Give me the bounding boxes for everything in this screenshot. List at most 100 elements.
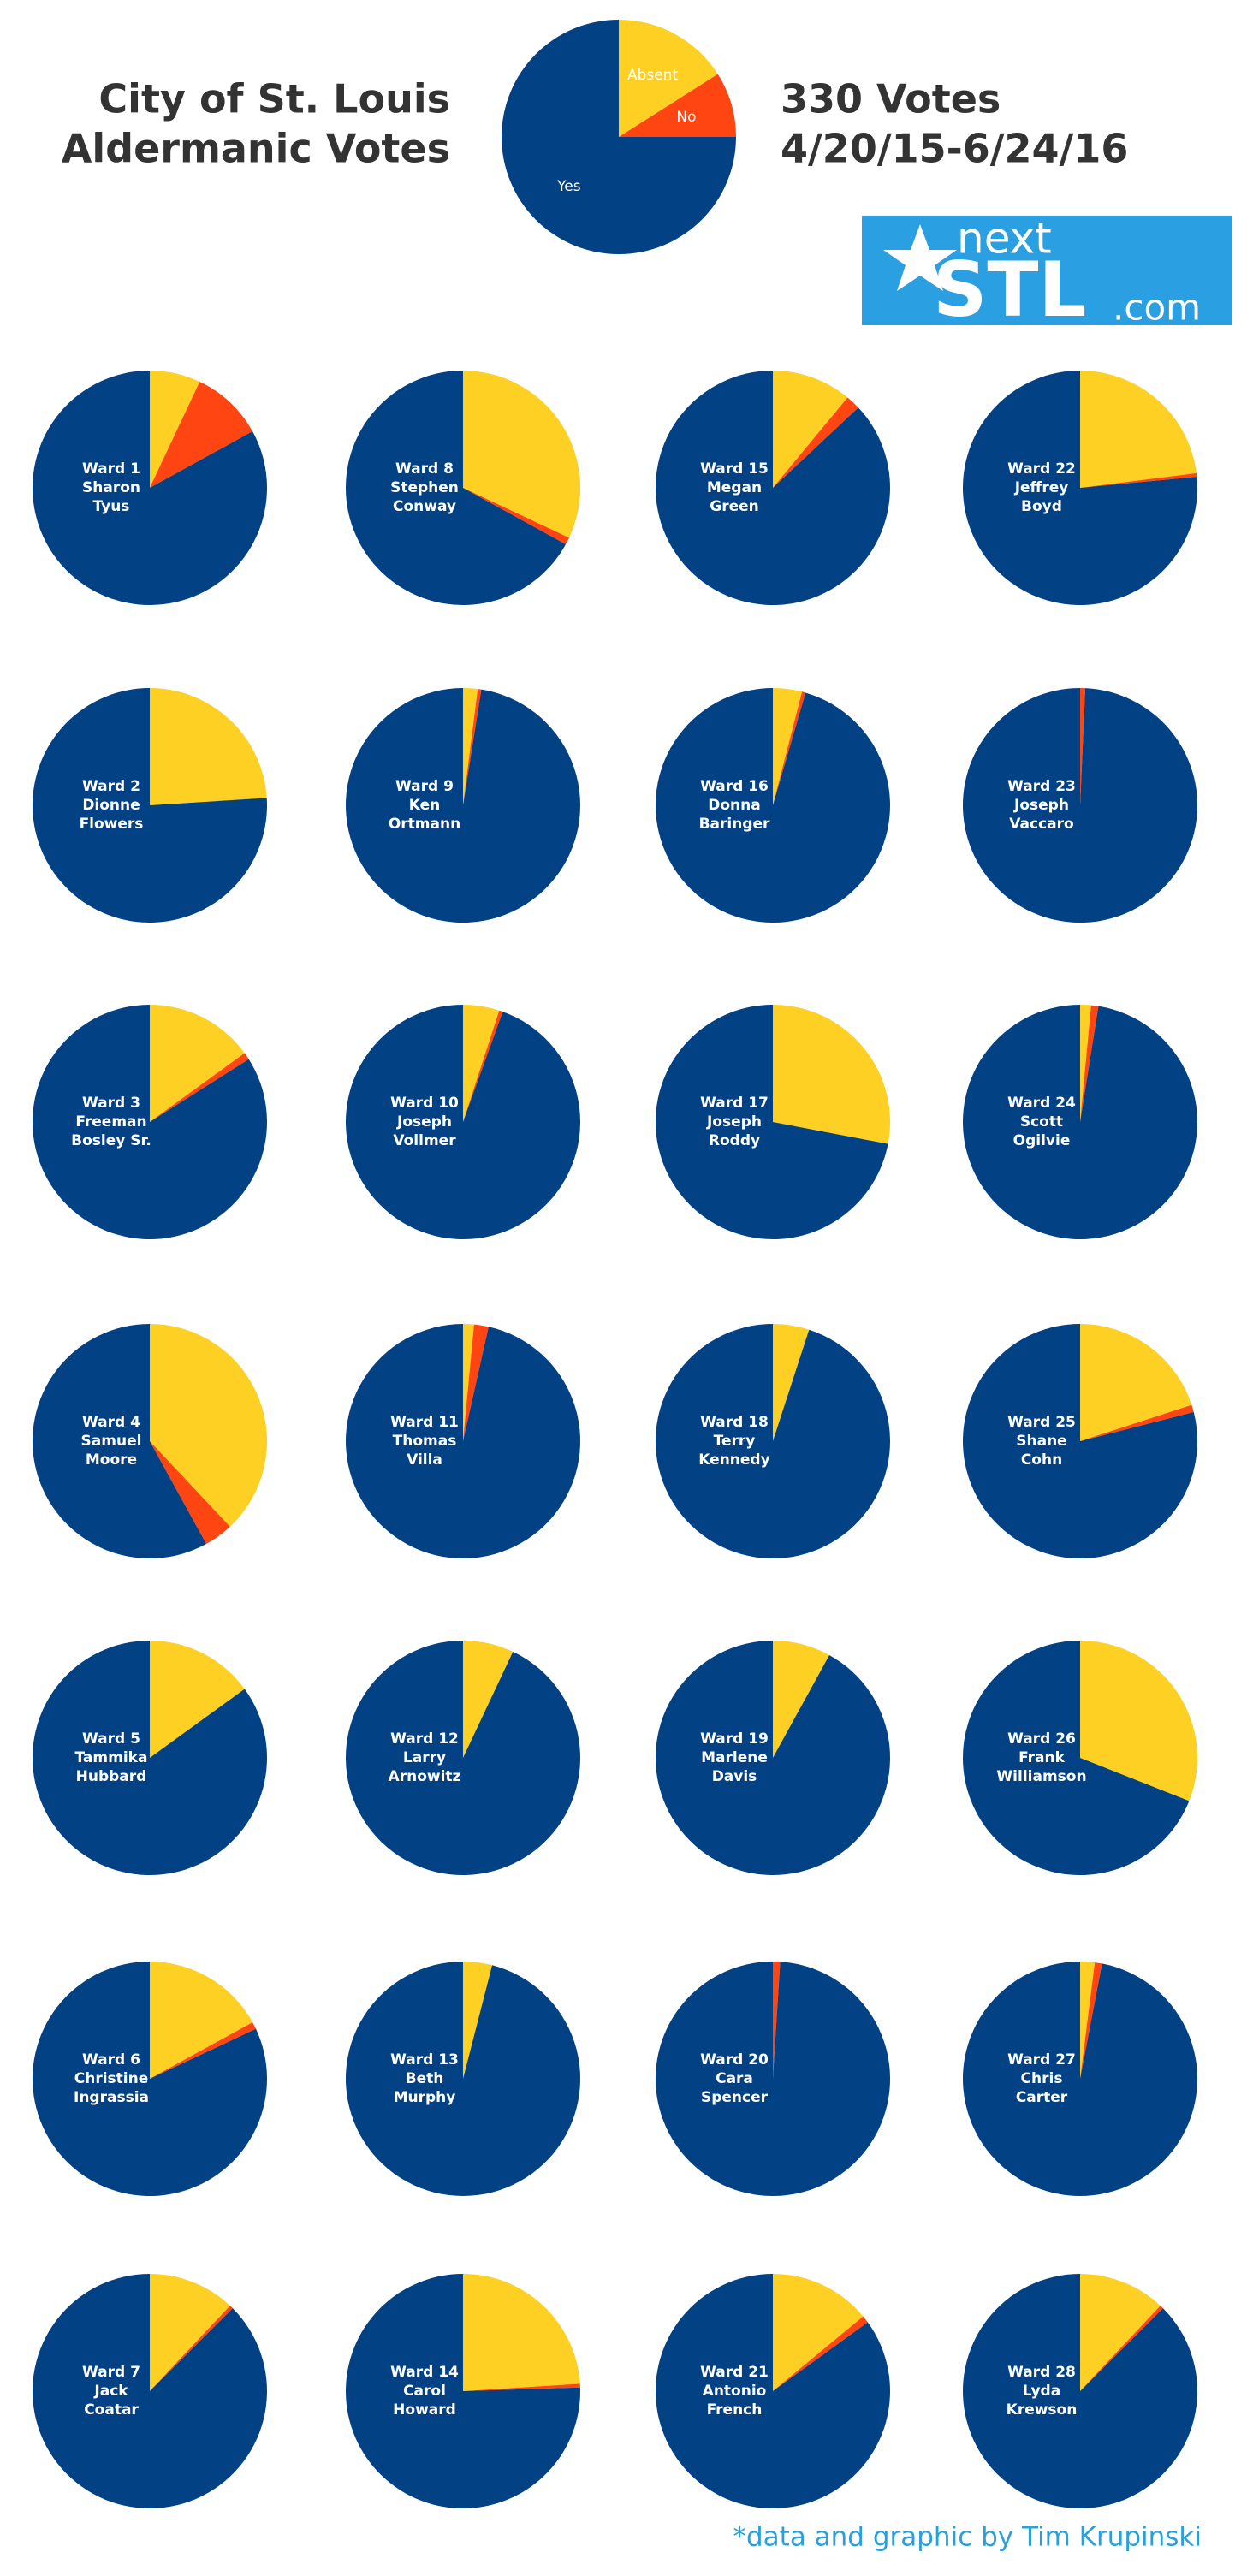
pie-slice	[656, 1005, 888, 1239]
pie-slice	[1080, 472, 1197, 488]
pie-slice	[346, 2274, 580, 2508]
ward-label: Boyd	[1021, 498, 1062, 515]
pie-slice	[463, 1324, 489, 1441]
pie-slice	[1080, 1404, 1194, 1441]
ward-label: Chris	[1021, 2070, 1063, 2087]
pie-slice	[463, 1323, 474, 1441]
pie-slice	[1080, 1005, 1091, 1122]
ward-label: Ward 3	[82, 1095, 140, 1112]
ward-label: Freeman	[75, 1113, 146, 1131]
logo-star	[883, 224, 957, 291]
pie-slice	[962, 1962, 1197, 2196]
ward-label: Ward 4	[82, 1414, 140, 1431]
pie-slice	[463, 488, 569, 545]
ward-label: Williamson	[996, 1768, 1086, 1785]
logo: next STL .com	[862, 214, 1232, 334]
pie-slice	[463, 2383, 580, 2391]
pie-slice	[463, 1641, 514, 1758]
pie-slice	[33, 1641, 268, 1876]
pie-slice	[773, 1323, 810, 1441]
pie-slice	[963, 2274, 1198, 2508]
ward-label: Terry	[714, 1433, 756, 1450]
ward-label: Roddy	[709, 1132, 760, 1149]
pie-slice	[463, 371, 580, 538]
pie-slice	[32, 688, 268, 923]
ward-label: Ken	[409, 797, 441, 814]
ward-label: Cara	[716, 2070, 753, 2087]
ward-label: Ward 21	[700, 2364, 769, 2381]
ward-label: Beth	[406, 2070, 444, 2087]
ward-label: Ward 18	[700, 1414, 769, 1431]
ward-label: Antonio	[703, 2383, 767, 2400]
pie-slice	[1080, 2306, 1163, 2391]
ward-label: Murphy	[394, 2089, 456, 2106]
pie-slice	[656, 688, 891, 923]
ward-label: Ward 15	[700, 460, 769, 478]
pie-slice	[619, 74, 736, 137]
ward-label: Ward 11	[390, 1414, 459, 1431]
slice-label: Yes	[556, 178, 581, 195]
slice-label: Absent	[627, 67, 679, 84]
pie-slice	[1080, 1641, 1197, 1801]
ward-label: Moore	[86, 1451, 137, 1469]
ward-label: Samuel	[81, 1433, 142, 1450]
pie-slice	[463, 1005, 500, 1122]
ward-label: Ward 6	[82, 2051, 140, 2069]
pie-slice	[655, 1641, 890, 1875]
pie-slice	[1080, 371, 1197, 488]
ward-label: Frank	[1018, 1749, 1065, 1766]
ward-label: Hubbard	[76, 1768, 147, 1785]
ward-label: Howard	[393, 2401, 456, 2419]
pie-slice	[963, 1641, 1190, 1875]
ward-label: Sharon	[82, 479, 140, 496]
ward-label: Ward 24	[1007, 1095, 1076, 1112]
ward-label: Villa	[407, 1451, 442, 1469]
pie-slice	[773, 2316, 868, 2391]
title: Aldermanic Votes	[62, 126, 450, 172]
logo-text: STL	[933, 246, 1086, 334]
pie-slice	[150, 2021, 256, 2079]
ward-label: Vaccaro	[1009, 816, 1073, 833]
ward-label: Ingrassia	[74, 2089, 149, 2106]
credit: *data and graphic by Tim Krupinski	[733, 2522, 1202, 2553]
vote-count: 330 Votes	[781, 76, 1001, 122]
pie-slice	[463, 688, 478, 805]
pie-slice	[1080, 1324, 1192, 1441]
ward-label: Ward 7	[82, 2364, 140, 2381]
ward-label: Spencer	[701, 2089, 769, 2106]
ward-label: Jack	[93, 2383, 128, 2400]
ward-label: Vollmer	[393, 1132, 456, 1149]
pie-slice	[32, 1324, 207, 1558]
ward-label: Ward 14	[390, 2364, 459, 2381]
ward-label: Lyda	[1023, 2383, 1060, 2400]
pie-slice	[32, 1005, 268, 1239]
pie-slice	[1080, 1962, 1096, 2079]
ward-label: French	[707, 2401, 763, 2419]
pie-slice	[345, 1962, 580, 2196]
pie-slice	[150, 2306, 233, 2391]
ward-label: Ward 25	[1007, 1414, 1076, 1431]
logo-text: .com	[1113, 287, 1201, 329]
pie-slice	[150, 1324, 267, 1527]
pie-slice	[773, 2274, 864, 2391]
pie-slice	[150, 2274, 230, 2391]
ward-label: Joseph	[1013, 797, 1069, 814]
ward-label: Ward 23	[1007, 778, 1076, 795]
pie-slice	[1080, 2274, 1161, 2391]
ward-label: Arnowitz	[389, 1768, 461, 1785]
ward-label: Krewson	[1007, 2401, 1078, 2419]
pie-slice	[150, 1641, 245, 1758]
pie-slice	[150, 1053, 249, 1122]
ward-label: Baringer	[699, 816, 770, 833]
pie-slice	[656, 371, 890, 605]
ward-label: Bosley Sr.	[71, 1132, 151, 1149]
pie-slice	[463, 2274, 580, 2391]
pie-slice	[1080, 688, 1086, 805]
pie-slice	[1080, 1962, 1102, 2079]
pie-slice	[773, 688, 803, 805]
ward-label: Thomas	[393, 1433, 457, 1450]
pie-slice	[619, 20, 718, 137]
ward-label: Carter	[1016, 2089, 1068, 2106]
ward-label: Ward 19	[700, 1730, 769, 1748]
